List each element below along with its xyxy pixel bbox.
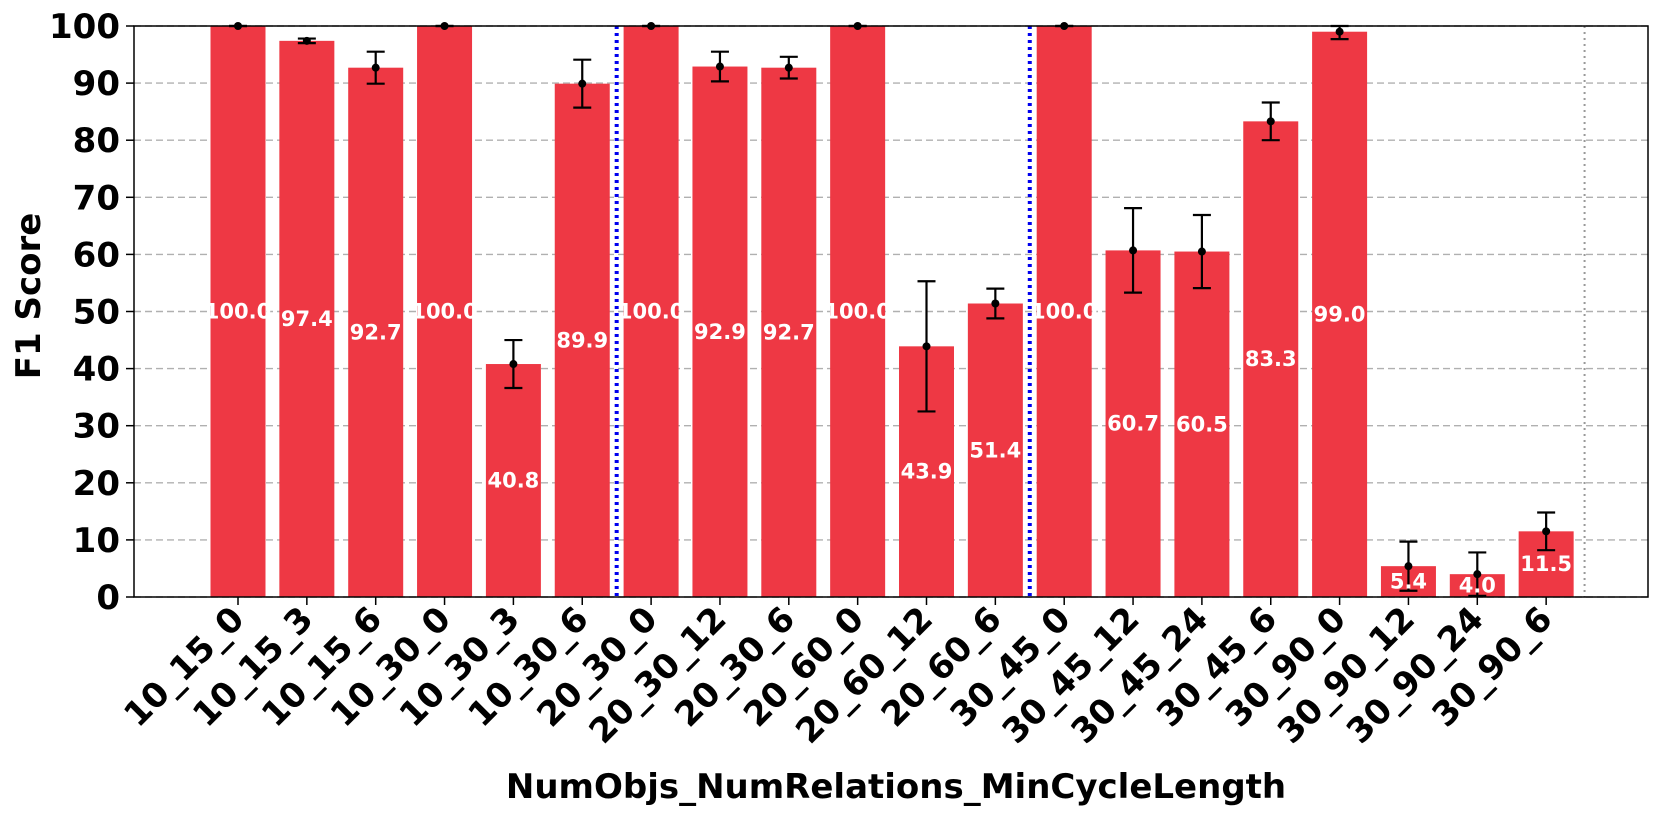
y-tick-label: 40 bbox=[73, 350, 120, 390]
bar-value-label: 100.0 bbox=[205, 300, 271, 324]
mean-point bbox=[991, 299, 1000, 308]
mean-point bbox=[302, 36, 311, 45]
mean-point bbox=[784, 63, 793, 72]
bar bbox=[554, 83, 610, 597]
bar bbox=[1312, 31, 1368, 597]
y-tick-label: 0 bbox=[96, 578, 120, 618]
bar bbox=[485, 364, 541, 597]
mean-point bbox=[1266, 117, 1275, 126]
bar-value-label: 83.3 bbox=[1245, 347, 1297, 371]
y-tick-label: 90 bbox=[73, 64, 120, 104]
bar-value-label: 4.0 bbox=[1459, 574, 1496, 598]
bar-value-label: 100.0 bbox=[1031, 300, 1097, 324]
bar-value-label: 89.9 bbox=[556, 328, 608, 352]
bar-value-label: 92.9 bbox=[694, 320, 746, 344]
mean-point bbox=[922, 342, 931, 351]
mean-point bbox=[1335, 27, 1344, 36]
bar-value-label: 5.4 bbox=[1390, 570, 1427, 594]
bar-value-label: 43.9 bbox=[901, 460, 953, 484]
error-bars bbox=[229, 22, 1556, 597]
mean-point bbox=[1404, 562, 1413, 571]
bar-value-label: 100.0 bbox=[824, 300, 890, 324]
bar bbox=[348, 67, 404, 598]
mean-point bbox=[509, 360, 518, 369]
bar-value-label: 97.4 bbox=[281, 307, 333, 331]
y-tick-label: 100 bbox=[49, 7, 120, 47]
bar bbox=[692, 66, 748, 597]
group-separators bbox=[614, 26, 1586, 597]
bar bbox=[1174, 251, 1230, 598]
bar bbox=[623, 26, 679, 597]
bar-value-label: 40.8 bbox=[487, 469, 539, 493]
bar bbox=[761, 67, 817, 598]
mean-point bbox=[1129, 246, 1138, 255]
bar bbox=[967, 303, 1023, 597]
y-tick-label: 30 bbox=[73, 407, 120, 447]
mean-point bbox=[1542, 527, 1551, 536]
bar-value-label: 100.0 bbox=[411, 300, 477, 324]
y-tick-label: 50 bbox=[73, 293, 120, 333]
mean-point bbox=[715, 62, 724, 71]
y-tick-label: 80 bbox=[73, 121, 120, 161]
y-axis-title: F1 Score bbox=[9, 213, 49, 380]
bar-value-label: 99.0 bbox=[1314, 302, 1366, 326]
mean-point bbox=[371, 63, 380, 72]
bar-value-label: 51.4 bbox=[969, 438, 1021, 462]
bar bbox=[1036, 26, 1092, 597]
bar bbox=[1105, 250, 1161, 597]
y-axis-ticks: 0 10 20 30 40 50 60 70 80 90 100 bbox=[49, 7, 134, 618]
bar-value-label: 92.7 bbox=[763, 320, 815, 344]
mean-point bbox=[1473, 570, 1482, 579]
y-tick-label: 60 bbox=[73, 235, 120, 275]
bars bbox=[210, 26, 1574, 598]
y-tick-label: 10 bbox=[73, 521, 120, 561]
bar-value-label: 92.7 bbox=[350, 320, 402, 344]
bar bbox=[1243, 121, 1299, 598]
x-axis-title: NumObjs_NumRelations_MinCycleLength bbox=[506, 767, 1286, 807]
bar bbox=[210, 26, 266, 597]
y-tick-label: 70 bbox=[73, 178, 120, 218]
y-tick-label: 20 bbox=[73, 464, 120, 504]
bar-value-label: 100.0 bbox=[618, 300, 684, 324]
mean-point bbox=[578, 79, 587, 88]
bar bbox=[417, 26, 473, 597]
bar-value-labels: 100.0 97.4 92.7 100.0 40.8 89.9 100.0 92.9 92.7 1… bbox=[205, 300, 1572, 598]
bar-value-label: 60.7 bbox=[1107, 412, 1159, 436]
bar bbox=[279, 40, 335, 597]
bar bbox=[830, 26, 886, 597]
bar-value-label: 60.5 bbox=[1176, 412, 1228, 436]
x-axis-ticks: 10_15_010_15_310_15_610_30_010_30_310_30… bbox=[116, 597, 1561, 752]
bar-value-label: 11.5 bbox=[1520, 552, 1572, 576]
mean-point bbox=[1197, 247, 1206, 256]
